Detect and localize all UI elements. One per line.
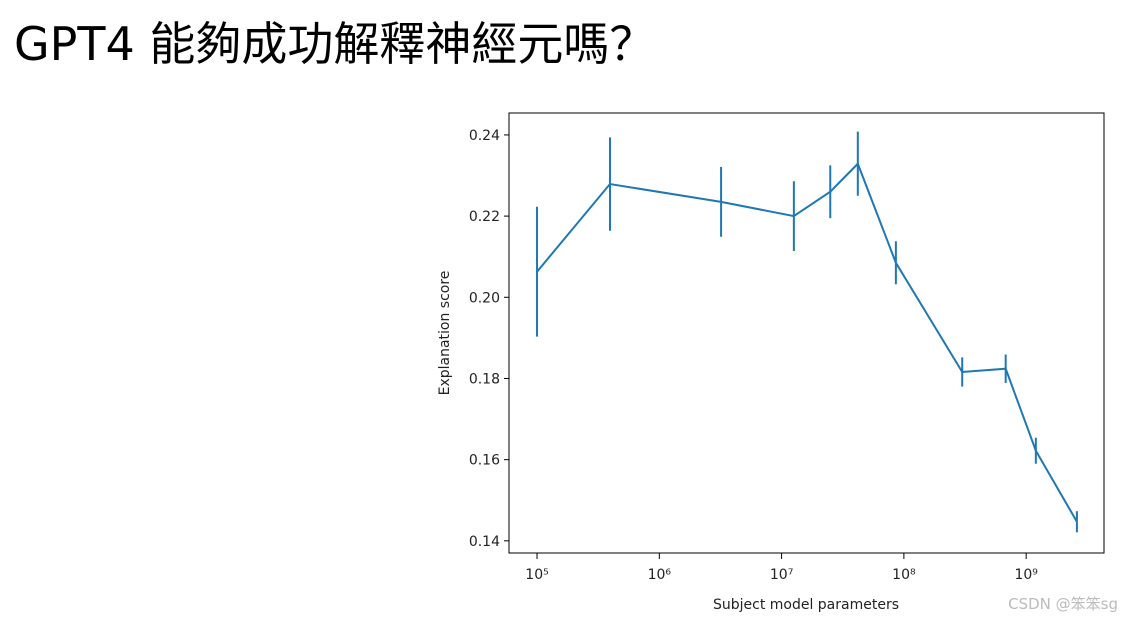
x-tick-label: 10⁶ <box>648 567 672 583</box>
plot-frame <box>508 112 1105 554</box>
x-tick-label: 10⁷ <box>770 567 793 583</box>
y-axis-label: Explanation score <box>437 271 453 396</box>
y-tick-label: 0.20 <box>469 290 500 306</box>
y-tick-label: 0.16 <box>469 453 500 469</box>
y-tick-label: 0.24 <box>469 128 500 144</box>
y-tick-label: 0.18 <box>469 371 500 387</box>
x-tick-label: 10⁸ <box>892 567 916 583</box>
series-line <box>536 161 1078 523</box>
x-axis-label: Subject model parameters <box>713 597 899 613</box>
y-tick-label: 0.22 <box>469 209 500 225</box>
watermark: CSDN @笨笨sg <box>1008 595 1118 613</box>
x-tick-label: 10⁵ <box>525 567 548 583</box>
slide-title: GPT4 能夠成功解釋神經元嗎？ <box>14 17 655 71</box>
x-tick-label: 10⁹ <box>1014 567 1038 583</box>
y-tick-label: 0.14 <box>469 534 500 550</box>
